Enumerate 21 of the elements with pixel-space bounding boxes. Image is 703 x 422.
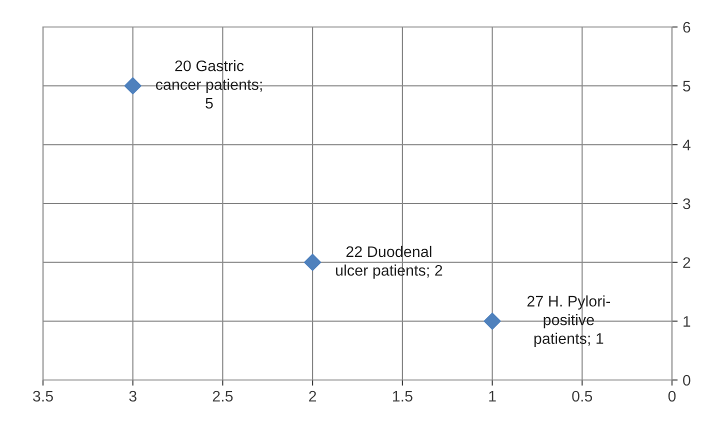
point xyxy=(304,254,322,271)
y-tick-label: 4 xyxy=(682,140,690,150)
annotation: 20 Gastric cancer patients; 5 xyxy=(156,60,262,109)
point xyxy=(124,77,142,94)
y-tick-label: 3 xyxy=(683,198,690,210)
y-tick-label: 5 xyxy=(683,80,690,92)
x-tick-label: 3 xyxy=(129,390,136,402)
x-tick-label: 1 xyxy=(489,390,496,402)
y-tick-label: 0 xyxy=(683,374,690,386)
y-tick-label: 6 xyxy=(683,22,690,33)
x-tick-label: 2.5 xyxy=(212,390,233,402)
x-tick-label: 0 xyxy=(668,390,676,402)
x-tick-label: 2 xyxy=(309,390,316,402)
x-tick-label: 0.5 xyxy=(572,390,592,402)
y-tick-label: 2 xyxy=(683,257,690,268)
annotation: 27 H. Pylori- positive patients; 1 xyxy=(527,295,610,347)
y-tick-label: 1 xyxy=(684,316,690,327)
x-tick-label: 3.5 xyxy=(32,390,53,402)
annotation: 22 Duodenal ulcer patients; 2 xyxy=(336,246,442,279)
point xyxy=(484,312,501,330)
x-tick-label: 1.5 xyxy=(392,390,412,402)
